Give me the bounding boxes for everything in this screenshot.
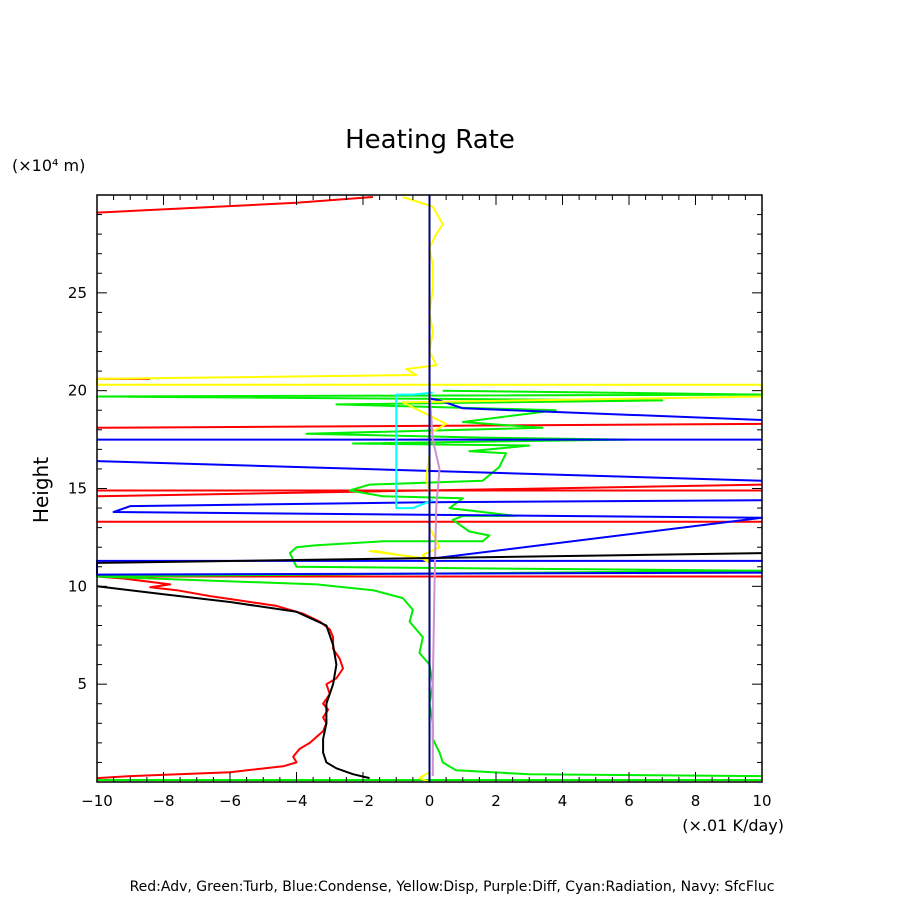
y-tick-label: 15: [68, 480, 87, 498]
x-tick-label: −6: [219, 792, 241, 810]
chart-title: Heating Rate: [345, 125, 515, 155]
series-line-turb-profile: [96, 389, 763, 778]
series-line-adv-top: [96, 196, 374, 214]
y-tick-label: 20: [68, 382, 87, 400]
y-tick-label: 25: [68, 284, 87, 302]
series-layer: [96, 195, 763, 783]
x-tick-label: −8: [152, 792, 174, 810]
series-line-radiation: [395, 391, 434, 510]
series-line-total: [96, 585, 370, 780]
x-tick-label: −10: [81, 792, 113, 810]
series-line-adv: [96, 575, 344, 780]
plot-frame: [96, 194, 763, 783]
axes-layer: −10 −8 −6 −4 −2 0 2 4 6 8 10 5 10 15 20 25: [68, 195, 772, 810]
y-unit-label: (×10⁴ m): [12, 156, 85, 175]
x-tick-label: 4: [558, 792, 568, 810]
series-line-total-layer: [96, 552, 763, 564]
x-unit-label: (×.01 K/day): [682, 816, 784, 835]
series-line-diff: [428, 390, 441, 777]
series-line-condense-layer: [112, 499, 763, 560]
y-tick-label: 10: [68, 577, 87, 595]
x-tick-label: 10: [752, 792, 771, 810]
x-tick-label: 6: [624, 792, 634, 810]
x-tick-label: 2: [491, 792, 501, 810]
y-tick-label: 5: [77, 675, 87, 693]
series-line-condense-upper: [429, 397, 763, 421]
x-tick-label: −2: [352, 792, 374, 810]
series-line-disp: [96, 196, 763, 783]
x-tick-label: 8: [691, 792, 701, 810]
x-tick-label: −4: [285, 792, 307, 810]
y-axis-label: Height: [29, 457, 53, 523]
x-tick-label: 0: [425, 792, 435, 810]
legend-text: Red:Adv, Green:Turb, Blue:Condense, Yell…: [130, 879, 775, 895]
